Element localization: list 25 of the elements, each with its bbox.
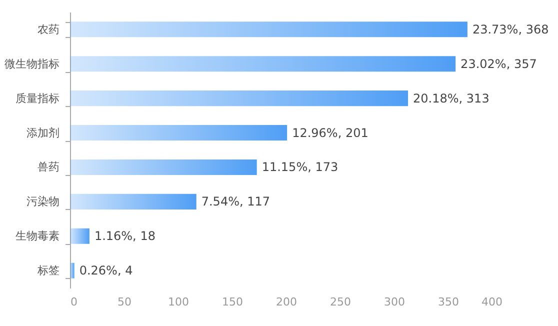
data-label: 20.18%, 313 [413,91,490,106]
y-tick-label: 微生物指标 [4,57,60,70]
x-tick-label: 400 [482,296,502,308]
x-tick-label: 50 [118,296,132,308]
data-label: 0.26%, 4 [79,264,133,278]
x-tick-label: 300 [384,296,405,308]
y-tick-label: 农药 [38,22,60,36]
y-tick-label: 兽药 [38,160,60,174]
y-tick-label: 生物毒素 [16,230,60,243]
data-label: 7.54%, 117 [201,194,270,209]
x-tick-label: 200 [276,296,297,308]
data-label: 1.16%, 18 [94,229,156,244]
data-label: 23.73%, 368 [472,22,549,36]
data-label: 23.02%, 357 [460,56,537,71]
y-tick-label: 标签 [36,264,60,278]
x-tick-label: 0 [70,296,78,308]
y-tick-label: 质量指标 [16,92,60,105]
x-tick-label: 100 [168,296,189,308]
x-tick-label: 250 [330,296,351,308]
data-label: 12.96%, 201 [292,126,368,140]
y-tick-label: 添加剂 [26,126,60,140]
x-tick-label: 350 [438,296,459,308]
data-label: 11.15%, 173 [262,160,338,174]
y-tick-label: 污染物 [26,195,60,208]
x-tick-label: 150 [222,296,243,308]
